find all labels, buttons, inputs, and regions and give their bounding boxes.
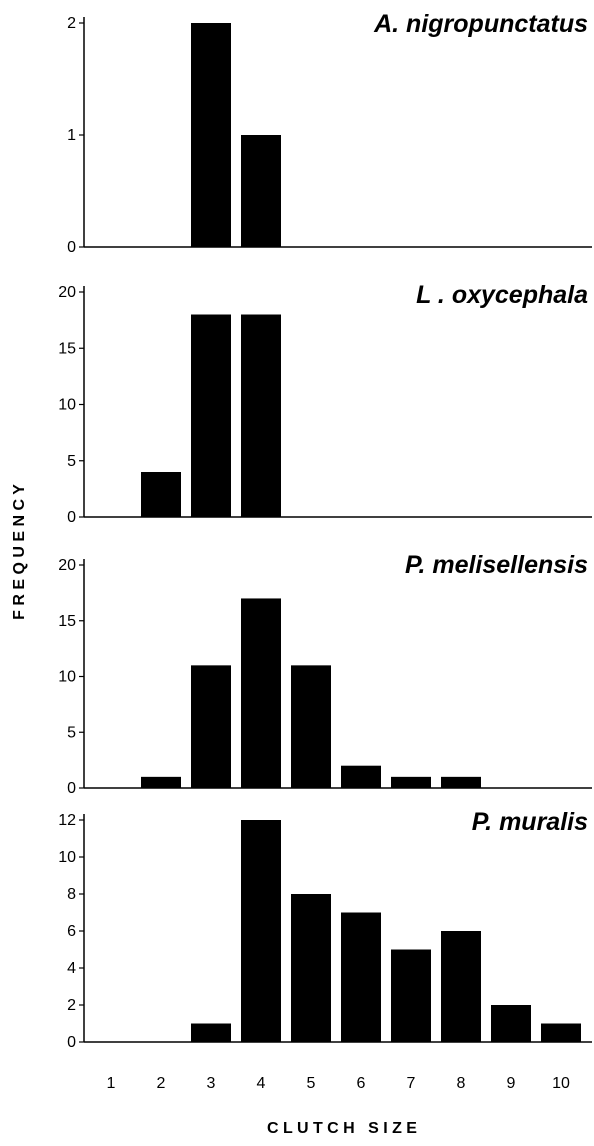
panel-2: 0 5 10 15 20 L . oxycephala <box>58 281 592 526</box>
x-tick-label: 3 <box>207 1075 216 1092</box>
bar-7 <box>391 949 431 1042</box>
y-tick-label: 2 <box>67 997 76 1014</box>
bar-3 <box>191 1023 231 1042</box>
x-axis-title: C L U T C H S I Z E <box>267 1120 417 1137</box>
y-tick-label: 0 <box>67 780 76 797</box>
bar-2 <box>141 776 181 788</box>
panel-4: 0 2 4 6 8 10 12 P. muralis <box>58 808 592 1051</box>
y-tick-label: 5 <box>67 724 76 741</box>
y-tick-label: 0 <box>67 509 76 526</box>
y-tick-label: 12 <box>58 812 76 829</box>
y-tick-label: 10 <box>58 669 76 686</box>
y-axis-title: F R E Q U E N C Y <box>11 484 28 620</box>
y-tick-label: 8 <box>67 886 76 903</box>
y-tick-label: 20 <box>58 284 76 301</box>
bar-6 <box>341 765 381 788</box>
x-tick-label: 8 <box>457 1075 466 1092</box>
x-tick-label: 6 <box>357 1075 366 1092</box>
x-tick-label: 10 <box>552 1075 570 1092</box>
bar-4 <box>241 135 281 247</box>
bar-8 <box>441 776 481 788</box>
x-tick-label: 5 <box>307 1075 316 1092</box>
y-tick-label: 20 <box>58 557 76 574</box>
bar-2 <box>141 472 181 517</box>
bar-3 <box>191 665 231 788</box>
bar-5 <box>291 894 331 1042</box>
y-tick-label: 5 <box>67 453 76 470</box>
y-tick-label: 6 <box>67 923 76 940</box>
y-tick-label: 0 <box>67 239 76 256</box>
panel-title: A. nigropunctatus <box>373 10 588 38</box>
panel-title: L . oxycephala <box>416 281 588 309</box>
bar-3 <box>191 23 231 247</box>
x-tick-label: 1 <box>107 1075 116 1092</box>
y-tick-label: 1 <box>67 127 76 144</box>
y-tick-label: 10 <box>58 397 76 414</box>
x-tick-label: 2 <box>157 1075 166 1092</box>
y-tick-label: 2 <box>67 15 76 32</box>
y-tick-label: 4 <box>67 960 76 977</box>
y-tick-label: 0 <box>67 1034 76 1051</box>
y-tick-label: 15 <box>58 340 76 357</box>
bar-4 <box>241 598 281 788</box>
bar-4 <box>241 314 281 517</box>
bar-10 <box>541 1023 581 1042</box>
bar-9 <box>491 1005 531 1042</box>
x-tick-label: 9 <box>507 1075 516 1092</box>
bar-8 <box>441 931 481 1042</box>
panel-3: 0 5 10 15 20 P. melisellensis <box>58 551 592 797</box>
bar-6 <box>341 912 381 1042</box>
x-tick-label: 7 <box>407 1075 416 1092</box>
y-tick-label: 15 <box>58 613 76 630</box>
bar-4 <box>241 820 281 1042</box>
x-tick-label: 4 <box>257 1075 266 1092</box>
panel-title: P. muralis <box>472 808 588 836</box>
y-tick-label: 10 <box>58 849 76 866</box>
panel-title: P. melisellensis <box>405 551 588 579</box>
bar-5 <box>291 665 331 788</box>
bar-3 <box>191 314 231 517</box>
bar-7 <box>391 776 431 788</box>
panel-1: 0 1 2 A. nigropunctatus <box>67 10 592 256</box>
